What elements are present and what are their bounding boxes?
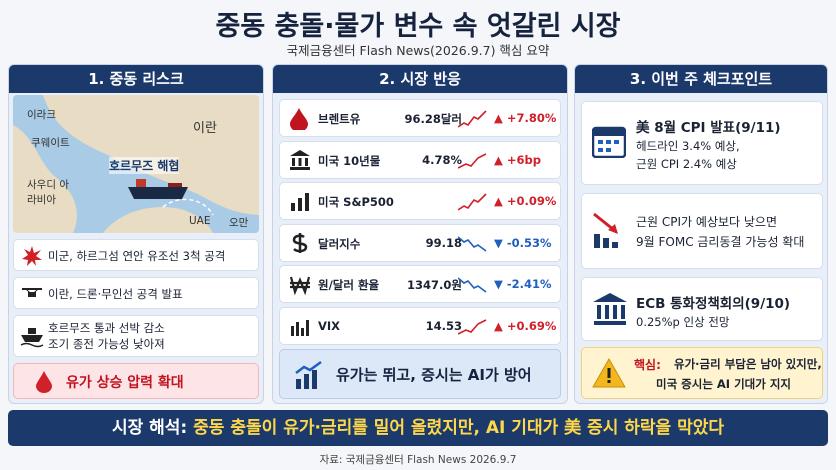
market-row: 원/달러 환율 1347.0원 ▼ -2.41% xyxy=(279,265,561,303)
explosion-icon xyxy=(22,246,42,266)
market-row: 미국 S&P500 ▲ +0.09% xyxy=(279,182,561,220)
row-value: 4.78% xyxy=(422,152,462,167)
market-row: 브렌트유 96.28달러 ▲ +7.80% xyxy=(279,99,561,137)
map-label: 쿠웨이트 xyxy=(31,137,70,149)
key-box: 핵심: 유가·금리 부담은 남아 있지만, 미국 증시는 AI 기대가 지지 xyxy=(581,347,823,399)
risk-item: 호르무즈 통과 선박 감소 조기 종전 가능성 낮아져 xyxy=(13,315,259,357)
row-value: 14.53 xyxy=(425,318,462,333)
conclusion-text: 유가는 뛰고, 증시는 AI가 방어 xyxy=(336,366,532,384)
row-name: 미국 10년물 xyxy=(318,153,381,168)
row-change: ▲ +0.09% xyxy=(494,194,557,208)
risk-text: 조기 종전 가능성 낮아져 xyxy=(48,337,165,351)
map-label: 이라크 xyxy=(27,109,56,121)
sparkline xyxy=(458,318,487,335)
card-title: ECB 통화정책회의(9/10) xyxy=(636,296,791,312)
panel-heading: 2. 시장 반응 xyxy=(273,65,567,93)
sparkline xyxy=(458,277,487,293)
bank-icon xyxy=(593,293,627,325)
row-value: 99.18 xyxy=(425,235,462,250)
row-value: 1347.0원 xyxy=(407,278,462,292)
checkpoint-card: ECB 통화정책회의(9/10) 0.25%p 인상 전망 xyxy=(581,277,823,341)
map-label: 호르무즈 해협 xyxy=(109,157,180,174)
row-name: 미국 S&P500 xyxy=(318,195,394,209)
sparkline xyxy=(458,235,487,252)
card-text: 헤드라인 3.4% 예상, xyxy=(636,139,740,153)
risk-item: 이란, 드론·무인선 공격 발표 xyxy=(13,277,259,309)
row-icon xyxy=(291,319,309,336)
calendar-icon xyxy=(592,126,626,158)
sparkline xyxy=(458,152,487,169)
ship-icon xyxy=(20,328,44,348)
warning-icon xyxy=(592,358,626,388)
panel-heading: 3. 이번 주 체크포인트 xyxy=(575,65,827,93)
title: 중동 충돌·물가 변수 속 엇갈린 시장 xyxy=(215,11,621,42)
risk-text: 미군, 하르그섬 연안 유조선 3척 공격 xyxy=(48,249,226,263)
map-label: 오만 xyxy=(229,217,249,229)
conclusion-text: 유가 상승 압력 확대 xyxy=(66,375,184,391)
decline-icon xyxy=(593,212,618,248)
map-label: 사우디 아라비아 xyxy=(27,179,69,206)
card-text: 9월 FOMC 금리동결 가능성 확대 xyxy=(636,235,805,249)
risk-conclusion: 유가 상승 압력 확대 xyxy=(13,363,259,399)
panel-heading: 1. 중동 리스크 xyxy=(9,65,263,93)
row-change: ▲ +7.80% xyxy=(494,111,557,125)
risk-text: 이란, 드론·무인선 공격 발표 xyxy=(48,287,183,301)
summary-banner: 시장 해석: 중동 충돌이 유가·금리를 밀어 올렸지만, AI 기대가 美 증… xyxy=(8,410,828,446)
risk-item: 미군, 하르그섬 연안 유조선 3척 공격 xyxy=(13,239,259,271)
row-icon xyxy=(290,108,308,130)
banner-text: 중동 충돌이 유가·금리를 밀어 올렸지만, AI 기대가 美 증시 하락을 막… xyxy=(193,418,725,438)
row-name: 원/달러 환율 xyxy=(318,278,380,292)
source: 자료: 국제금융센터 Flash News 2026.9.7 xyxy=(319,454,517,466)
panel-risk: 1. 중동 리스크 이라크 이란 쿠웨이트 호르무즈 해협 사우디 아라비아 U… xyxy=(8,64,264,404)
row-value: 96.28달러 xyxy=(404,112,462,126)
key-text: 미국 증시는 AI 기대가 지지 xyxy=(656,377,791,391)
row-change: ▲ +6bp xyxy=(494,152,541,167)
panel-market: 2. 시장 반응 브렌트유 96.28달러 ▲ +7.80% 미국 10년물 4.78%… xyxy=(272,64,568,404)
row-icon xyxy=(290,276,310,296)
key-label: 핵심: xyxy=(634,358,661,372)
row-icon xyxy=(292,232,308,253)
card-text: 0.25%p 인상 전망 xyxy=(636,315,730,329)
row-name: VIX xyxy=(318,318,341,333)
map-label: UAE xyxy=(189,215,211,227)
card-text: 근원 CPI 2.4% 예상 xyxy=(636,157,737,171)
row-name: 브렌트유 xyxy=(318,112,361,126)
market-row: 미국 10년물 4.78% ▲ +6bp xyxy=(279,140,561,179)
panel-checkpoint: 3. 이번 주 체크포인트 美 8월 CPI 발표(9/11) 헤드라인 3.4… xyxy=(574,64,828,404)
row-name: 달러지수 xyxy=(318,236,361,251)
market-conclusion: 유가는 뛰고, 증시는 AI가 방어 xyxy=(279,349,561,399)
banner-label: 시장 해석: xyxy=(111,418,188,438)
card-text: 근원 CPI가 예상보다 낮으면 xyxy=(636,215,777,229)
checkpoint-card: 美 8월 CPI 발표(9/11) 헤드라인 3.4% 예상, 근원 CPI 2… xyxy=(581,101,823,185)
row-icon xyxy=(290,149,310,170)
subtitle: 국제금융센터 Flash News(2026.9.7) 핵심 요약 xyxy=(286,43,550,58)
card-title: 美 8월 CPI 발표(9/11) xyxy=(636,120,781,136)
map: 이라크 이란 쿠웨이트 호르무즈 해협 사우디 아라비아 UAE 오만 xyxy=(13,95,259,233)
sparkline xyxy=(458,110,487,128)
row-change: ▼ -0.53% xyxy=(494,235,552,250)
row-change: ▲ +0.69% xyxy=(494,318,557,333)
market-row: 달러지수 99.18 ▼ -0.53% xyxy=(279,223,561,262)
row-icon xyxy=(291,193,309,211)
row-change: ▼ -2.41% xyxy=(494,277,552,291)
drone-icon xyxy=(22,288,42,297)
risk-text: 호르무즈 통과 선박 감소 xyxy=(48,321,165,335)
drop-icon xyxy=(36,371,52,393)
map-graphic xyxy=(13,95,259,233)
checkpoint-card: 근원 CPI가 예상보다 낮으면 9월 FOMC 금리동결 가능성 확대 xyxy=(581,193,823,269)
market-row: VIX 14.53 ▲ +0.69% xyxy=(279,306,561,345)
map-label: 이란 xyxy=(193,121,217,136)
key-text: 유가·금리 부담은 남아 있지만, xyxy=(674,357,822,371)
sparkline xyxy=(458,193,487,211)
growth-icon xyxy=(295,361,322,389)
